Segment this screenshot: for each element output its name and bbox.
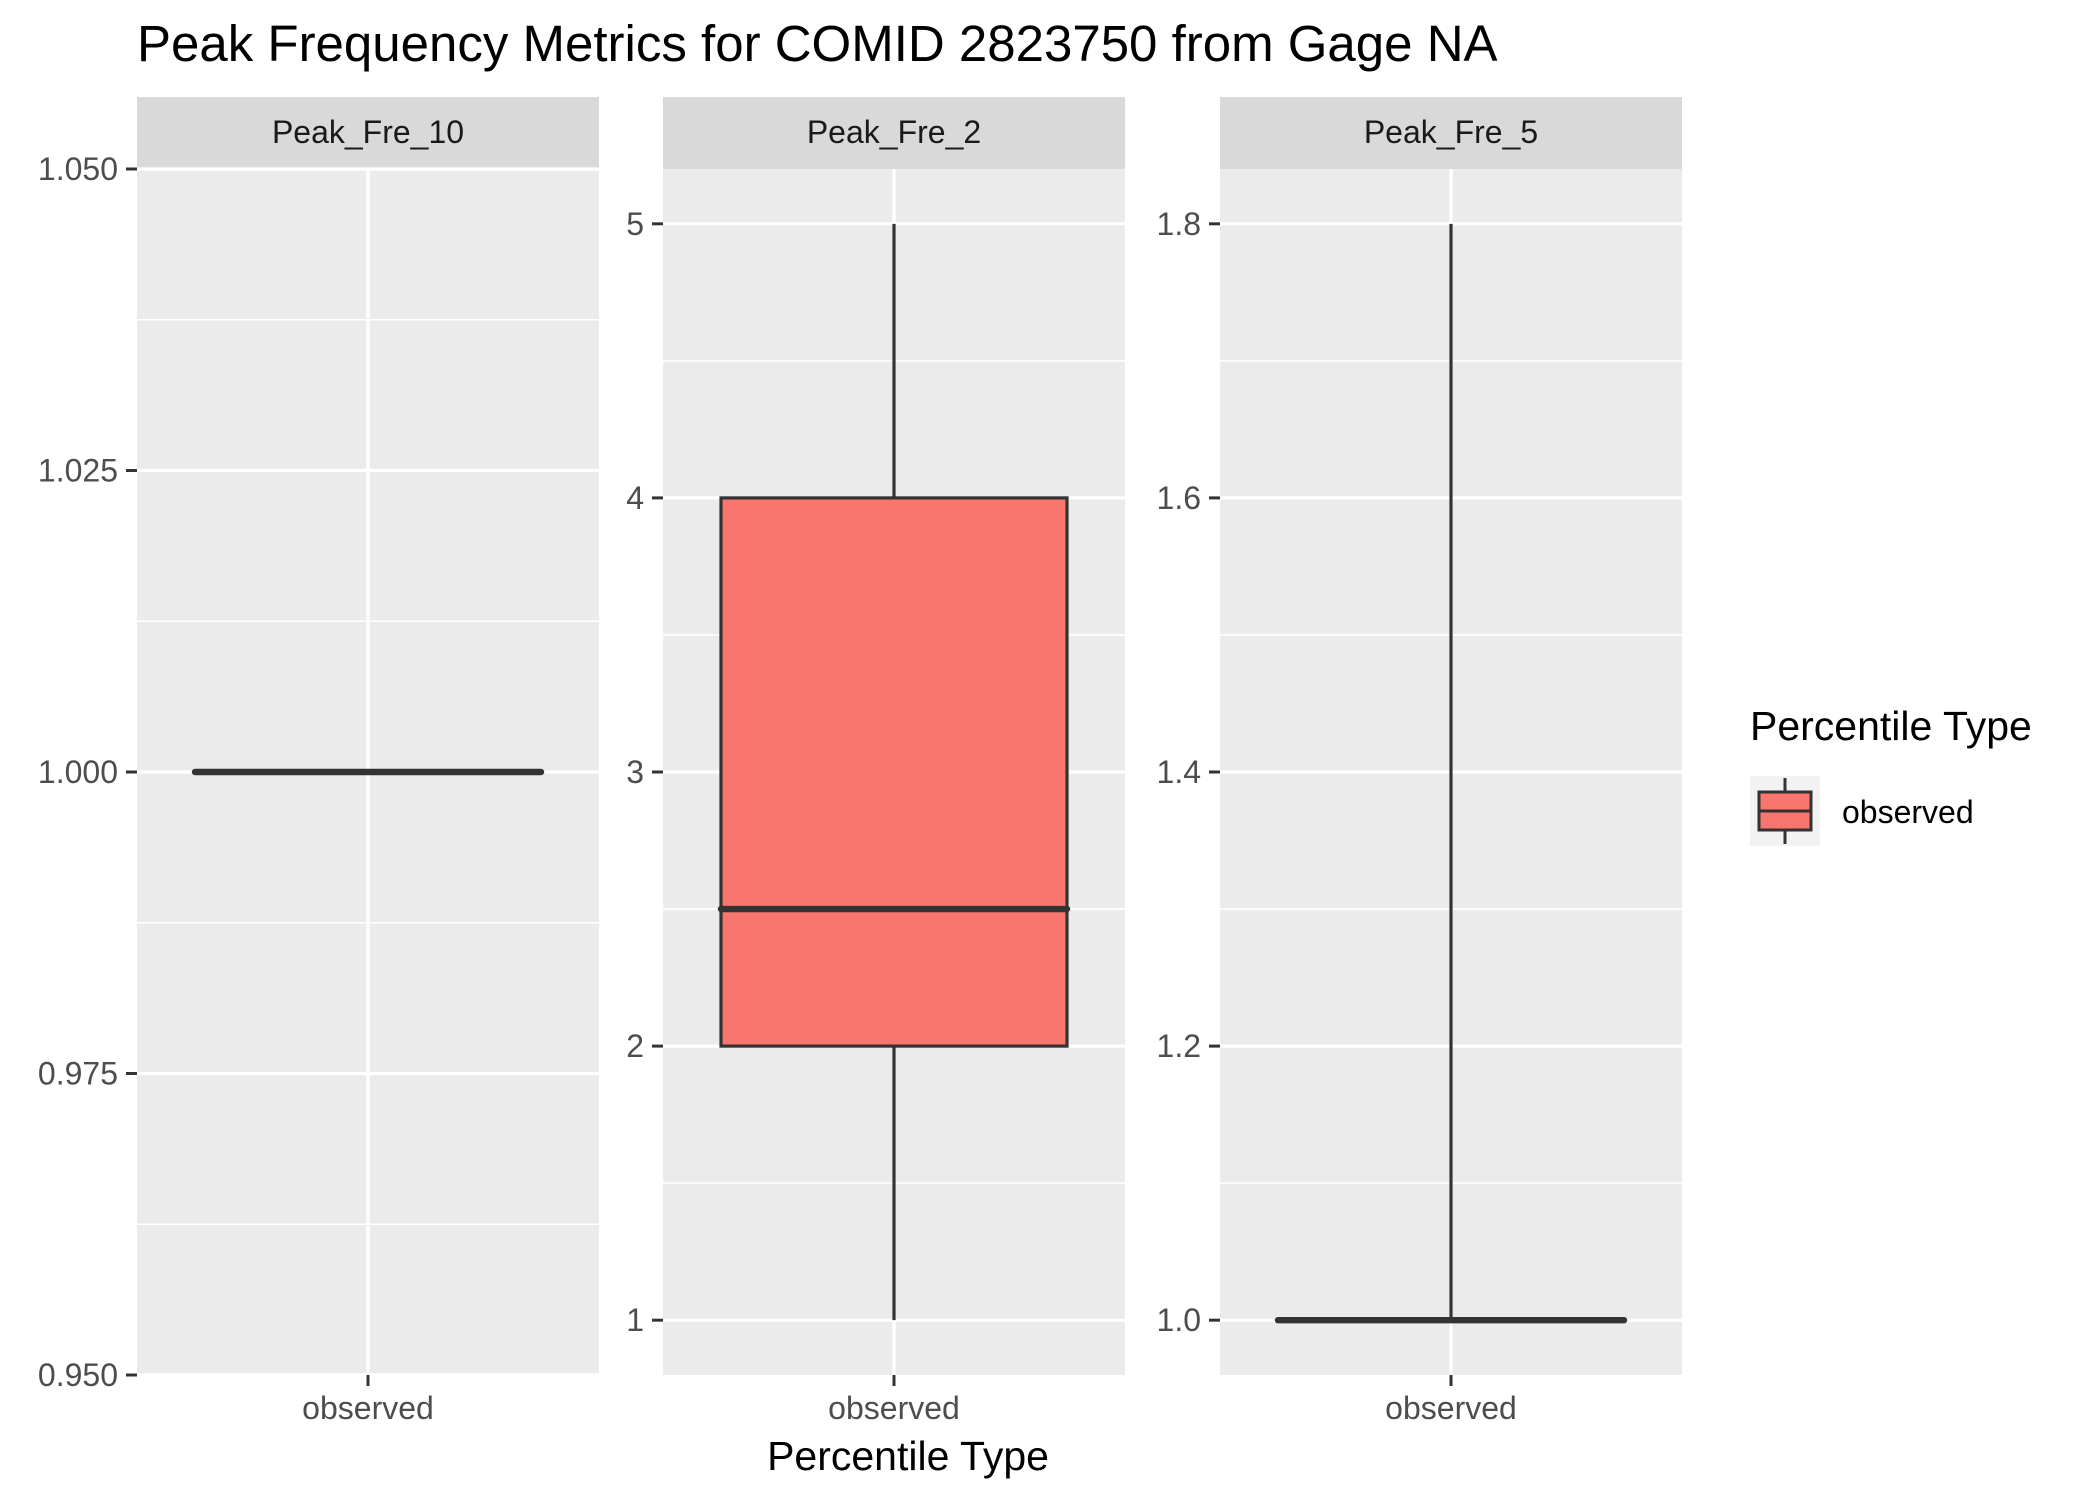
y-tick-label: 1.000 — [38, 754, 118, 790]
legend: Percentile Type observed — [1750, 703, 2032, 846]
box — [719, 496, 1069, 1048]
facet-strip — [663, 97, 1125, 169]
y-tick-label: 1.8 — [1157, 206, 1201, 242]
y-tick-label: 5 — [626, 206, 644, 242]
x-tick-label: observed — [1385, 1390, 1517, 1426]
y-tick-label: 2 — [626, 1028, 644, 1064]
facet-panels: Peak_Fre_100.9500.9751.0001.0251.050obse… — [38, 97, 1682, 1426]
y-tick-label: 1.0 — [1157, 1302, 1201, 1338]
y-tick-label: 0.975 — [38, 1056, 118, 1092]
y-tick-label: 1.050 — [38, 151, 118, 187]
x-tick-label: observed — [302, 1390, 434, 1426]
facet-strip-label: Peak_Fre_10 — [272, 114, 464, 150]
y-tick-label: 4 — [626, 480, 644, 516]
facet-strip — [137, 97, 599, 169]
chart-title: Peak Frequency Metrics for COMID 2823750… — [137, 15, 1498, 72]
y-tick-label: 0.950 — [38, 1357, 118, 1393]
x-tick-label: observed — [828, 1390, 960, 1426]
x-axis-title: Percentile Type — [767, 1433, 1049, 1479]
facet-panel: Peak_Fre_2 1 2 3 4 5 observed — [626, 97, 1125, 1426]
y-tick-label: 1.6 — [1157, 480, 1201, 516]
facet-strip-label: Peak_Fre_5 — [1364, 114, 1538, 150]
facet-strip — [1220, 97, 1682, 169]
facet-strip-label: Peak_Fre_2 — [807, 114, 981, 150]
legend-title: Percentile Type — [1750, 703, 2032, 749]
y-tick-label: 1 — [626, 1302, 644, 1338]
y-tick-label: 1.4 — [1157, 754, 1201, 790]
legend-keys: observed — [1750, 776, 1974, 846]
y-tick-label: 1.2 — [1157, 1028, 1201, 1064]
facet-panel: Peak_Fre_5 1.0 1.2 1.4 1.6 1.8 observed — [1157, 97, 1682, 1426]
legend-label: observed — [1842, 794, 1974, 830]
y-tick-label: 3 — [626, 754, 644, 790]
y-tick-label: 1.025 — [38, 453, 118, 489]
facet-panel: Peak_Fre_10 0.950 0.975 1.000 1.025 1.050 obse… — [38, 97, 599, 1426]
